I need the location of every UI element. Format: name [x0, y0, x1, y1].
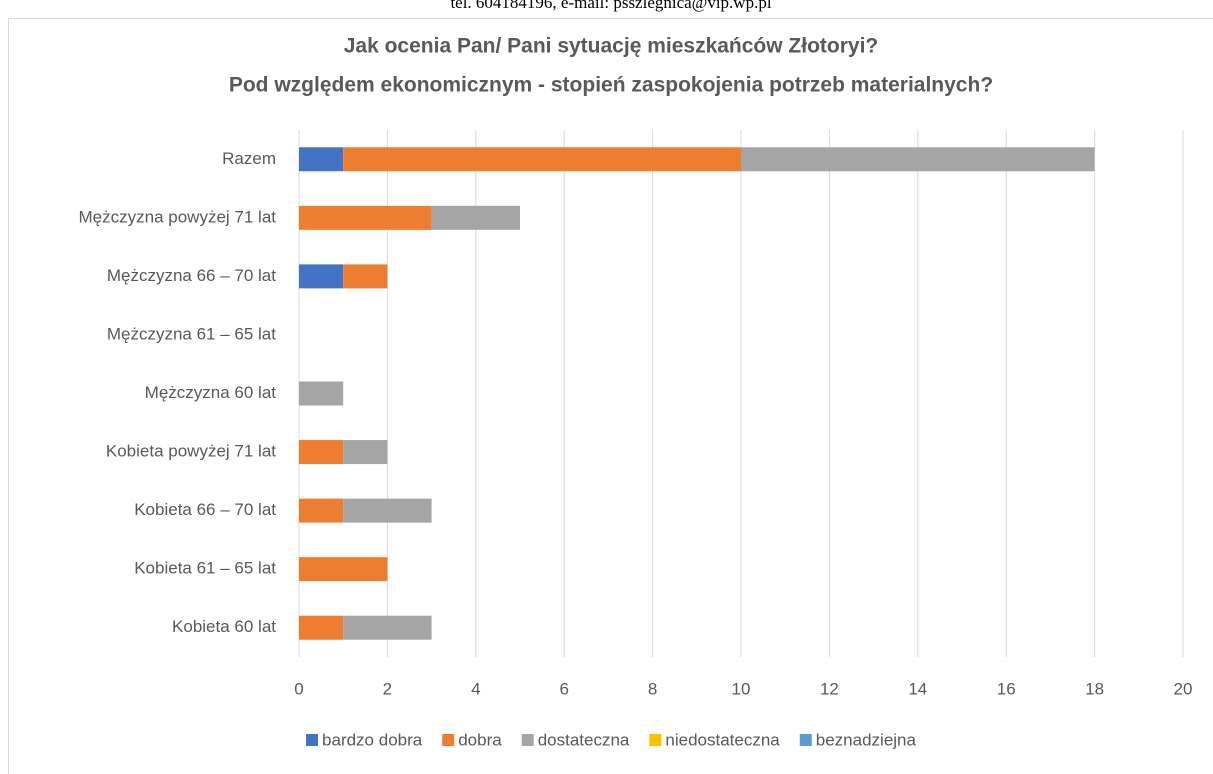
- chart-title: Jak ocenia Pan/ Pani sytuację mieszkańcó…: [344, 35, 879, 58]
- bar-segment: [343, 615, 432, 640]
- bar-segment: [299, 264, 344, 289]
- legend-label: dobra: [458, 730, 502, 749]
- x-tick-label: 8: [648, 679, 657, 698]
- bar-segment: [343, 264, 388, 289]
- legend-swatch: [306, 734, 319, 746]
- chart-subtitle: Pod względem ekonomicznym - stopień zasp…: [229, 74, 993, 97]
- bar-segment: [741, 147, 1095, 172]
- y-tick-label: Mężczyzna 61 – 65 lat: [107, 324, 276, 343]
- bar-segment: [299, 557, 388, 582]
- bar-segment: [299, 205, 432, 230]
- x-tick-label: 10: [732, 679, 751, 698]
- legend-swatch: [649, 734, 662, 746]
- bar-segment: [343, 440, 388, 465]
- x-tick-label: 14: [908, 679, 927, 698]
- chart-border: [8, 18, 1213, 774]
- legend-swatch: [799, 734, 812, 746]
- y-tick-label: Razem: [222, 149, 276, 168]
- y-tick-label: Kobieta 66 – 70 lat: [134, 500, 276, 519]
- page-header: tel. 604184196, e-mail: psszlegnica@vip.…: [450, 0, 771, 12]
- x-tick-label: 12: [820, 679, 839, 698]
- x-tick-label: 6: [559, 679, 568, 698]
- y-tick-label: Mężczyzna 66 – 70 lat: [107, 266, 276, 285]
- y-tick-label: Kobieta powyżej 71 lat: [106, 442, 276, 461]
- bar-segment: [431, 205, 520, 230]
- bar-segment: [299, 498, 344, 523]
- y-tick-label: Kobieta 61 – 65 lat: [134, 559, 276, 578]
- legend-label: bardzo dobra: [322, 730, 423, 749]
- y-tick-label: Kobieta 60 lat: [172, 617, 276, 636]
- x-tick-label: 20: [1174, 679, 1193, 698]
- bar-segment: [299, 381, 344, 406]
- x-tick-label: 0: [294, 679, 303, 698]
- x-tick-label: 2: [383, 679, 392, 698]
- y-tick-label: Mężczyzna powyżej 71 lat: [79, 207, 277, 226]
- bar-segment: [299, 615, 344, 640]
- x-tick-label: 18: [1085, 679, 1104, 698]
- x-tick-label: 16: [997, 679, 1016, 698]
- x-tick-label: 4: [471, 679, 480, 698]
- legend-label: beznadziejna: [816, 730, 917, 749]
- y-tick-label: Mężczyzna 60 lat: [145, 383, 277, 402]
- legend-label: dostateczna: [538, 730, 630, 749]
- bar-segment: [299, 147, 344, 172]
- bar-segment: [343, 147, 741, 172]
- legend-label: niedostateczna: [665, 730, 780, 749]
- bar-segment: [343, 498, 432, 523]
- legend-swatch: [521, 734, 534, 746]
- legend-swatch: [442, 734, 455, 746]
- bar-segment: [299, 440, 344, 465]
